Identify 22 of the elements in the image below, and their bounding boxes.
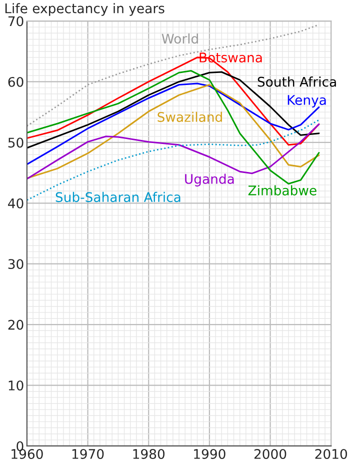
series-label: World: [162, 33, 198, 44]
x-tick-label: 2000: [254, 448, 286, 459]
x-tick-label: 1990: [194, 448, 226, 459]
y-tick-label: 10: [8, 380, 24, 390]
series-label: Botswana: [200, 52, 262, 62]
series-label: Kenya: [288, 95, 326, 108]
x-tick-label: 2010: [315, 448, 348, 459]
x-tick-label: 1980: [133, 448, 165, 459]
x-tick-label: 1970: [72, 448, 104, 459]
x-tick-label: 1960: [12, 448, 43, 459]
series-label: Swaziland: [158, 112, 222, 122]
y-tick-label: 20: [8, 320, 24, 330]
y-tick-label: 70: [8, 16, 24, 26]
y-tick-label: 60: [8, 76, 24, 87]
series-label: Uganda: [185, 174, 234, 186]
y-axis-title: Life expectancy in years: [5, 3, 164, 16]
series-label: South Africa: [258, 76, 336, 87]
series-label: Zimbabwe: [248, 185, 316, 196]
y-tick-label: 50: [8, 138, 24, 148]
series-label: Sub-Saharan Africa: [56, 192, 180, 202]
y-tick-label: 30: [8, 259, 24, 270]
y-tick-label: 40: [8, 198, 24, 208]
